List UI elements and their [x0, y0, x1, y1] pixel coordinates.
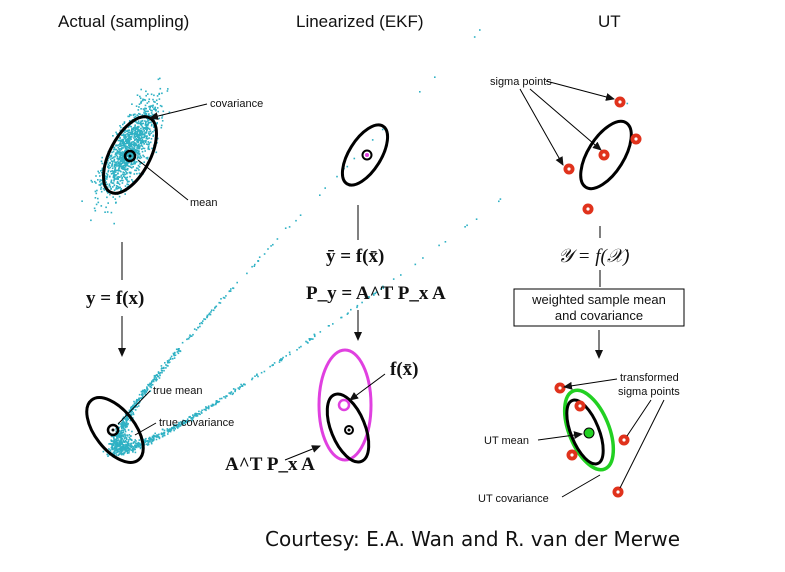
title-ekf: Linearized (EKF)	[296, 12, 424, 31]
fx-arrow	[349, 373, 386, 401]
ekf-atpa-label: A^T P_x A	[225, 454, 315, 475]
sigma-arrow-3	[519, 88, 564, 166]
true-mean-pointer	[117, 390, 151, 425]
label-transformed-2: sigma points	[618, 386, 680, 398]
ekf-true-ellipse	[325, 392, 371, 464]
ekf-linearized-ellipse	[317, 348, 373, 462]
ut-output-ellipse	[562, 388, 616, 472]
true-mean-marker	[106, 423, 120, 437]
ekf-equation-mean: ȳ = f(x̄)	[326, 246, 384, 267]
transformed-pointer-2	[626, 399, 652, 437]
sigma-arrow-2	[529, 88, 602, 151]
mean-pointer-line	[137, 159, 189, 201]
ekf-input-ellipse	[340, 123, 390, 187]
ut-mean-marker	[583, 427, 595, 439]
sigma-arrow-1	[545, 80, 615, 101]
actual-equation: y = f(x)	[86, 288, 144, 309]
label-covariance: covariance	[210, 98, 263, 110]
sigma-points-input	[563, 96, 642, 215]
label-ut-mean: UT mean	[484, 435, 529, 447]
weighted-mean-box	[513, 288, 685, 327]
title-actual: Actual (sampling)	[58, 12, 189, 31]
ekf-fx-label: f(x̄)	[390, 359, 418, 380]
title-ut: UT	[598, 12, 621, 31]
label-sigma-points: sigma points	[490, 76, 552, 88]
box-line-2: and covariance	[555, 308, 643, 323]
label-true-mean: true mean	[153, 385, 203, 397]
ut-input-ellipse	[579, 119, 633, 191]
ut-equation: 𝒴 = f(𝒳)	[558, 246, 630, 267]
credit-line: Courtesy: E.A. Wan and R. van der Merwe	[265, 527, 680, 551]
box-line-1: weighted sample mean	[531, 292, 666, 307]
ekf-equation-cov: P_y = A^T P_x A	[306, 283, 446, 304]
ut-covariance-pointer	[561, 474, 601, 498]
true-covariance-ellipse	[85, 396, 145, 464]
covariance-arrow	[149, 103, 208, 120]
label-mean: mean	[190, 197, 218, 209]
label-ut-covariance: UT covariance	[478, 493, 549, 505]
ut-true-ellipse	[565, 398, 605, 466]
ekf-mean-marker	[337, 398, 351, 412]
atpa-arrow	[284, 445, 321, 461]
ut-mean-arrow	[537, 431, 583, 441]
actual-mean-marker	[123, 149, 137, 163]
label-true-covariance: true covariance	[159, 417, 234, 429]
transformed-arrow-1	[563, 378, 618, 390]
sample-cloud-top	[81, 77, 171, 225]
label-transformed-1: transformed	[620, 372, 679, 384]
sigma-points-transformed	[554, 382, 630, 498]
true-covariance-pointer	[134, 422, 157, 436]
ekf-input-mean	[361, 149, 373, 161]
transformed-pointer-3	[619, 399, 665, 489]
